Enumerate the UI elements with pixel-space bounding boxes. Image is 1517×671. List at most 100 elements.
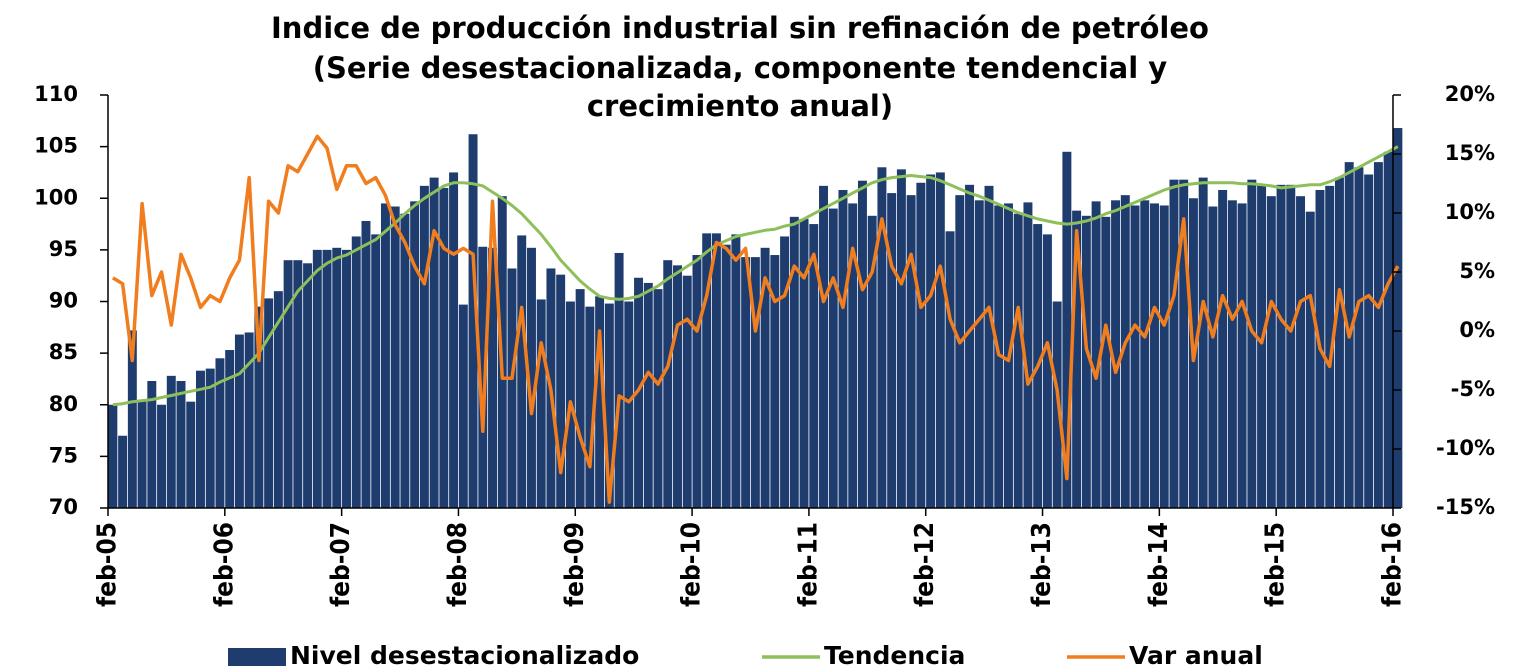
y2-tick-label: 0% xyxy=(1459,318,1495,342)
bar xyxy=(711,233,721,509)
bar xyxy=(935,172,945,508)
bar xyxy=(585,306,595,508)
bar xyxy=(994,205,1004,509)
bar xyxy=(653,289,663,508)
bar xyxy=(283,260,293,508)
bar xyxy=(196,370,205,508)
chart-title: (Serie desestacionalizada, componente te… xyxy=(313,51,1167,85)
bar xyxy=(731,234,741,508)
bar xyxy=(186,401,196,508)
bar xyxy=(526,247,536,508)
bar xyxy=(1042,234,1052,508)
bar xyxy=(488,247,498,508)
bar xyxy=(536,299,546,508)
bar xyxy=(215,358,225,508)
bar xyxy=(799,218,809,508)
y-tick-label: 70 xyxy=(49,495,78,519)
bar xyxy=(517,235,527,509)
bar xyxy=(1179,179,1189,509)
bar xyxy=(867,215,877,509)
bar xyxy=(1266,196,1276,508)
bar xyxy=(234,334,244,508)
bar xyxy=(166,375,176,508)
bar xyxy=(1364,174,1374,508)
bar xyxy=(478,246,488,508)
x-tick-label: feb-10 xyxy=(677,522,707,607)
bar xyxy=(273,291,283,508)
bar xyxy=(692,255,702,508)
bar xyxy=(1013,213,1023,509)
legend-label: Var anual xyxy=(1129,641,1263,670)
bar xyxy=(419,185,429,509)
bar xyxy=(857,180,867,508)
bar xyxy=(575,289,585,508)
bar xyxy=(449,172,459,508)
bar xyxy=(1062,151,1072,508)
bar xyxy=(1383,151,1393,508)
bar xyxy=(468,134,478,509)
bar xyxy=(225,350,235,508)
bar xyxy=(604,303,614,508)
bar xyxy=(400,213,410,509)
bar xyxy=(1208,206,1218,508)
bar xyxy=(556,274,566,508)
legend-label: Nivel desestacionalizado xyxy=(290,641,639,670)
bar xyxy=(741,257,751,508)
bar xyxy=(896,169,906,508)
bar xyxy=(507,268,517,508)
bar xyxy=(887,193,897,508)
bar xyxy=(906,195,916,508)
y2-tick-label: -15% xyxy=(1436,495,1495,519)
bar xyxy=(614,252,624,508)
y2-tick-label: 5% xyxy=(1459,259,1495,283)
bar xyxy=(1140,200,1150,508)
bar xyxy=(1130,205,1140,509)
bar xyxy=(118,435,128,508)
bar xyxy=(1072,210,1082,508)
y2-tick-label: 20% xyxy=(1445,82,1495,106)
bar xyxy=(303,263,313,508)
bar xyxy=(137,399,147,508)
bar xyxy=(1218,189,1228,509)
bar xyxy=(244,332,254,508)
bar xyxy=(351,236,361,508)
bar xyxy=(380,203,390,508)
bar xyxy=(157,404,167,508)
bar xyxy=(877,167,887,508)
bar xyxy=(702,233,712,509)
bar xyxy=(760,247,770,508)
y2-tick-label: -10% xyxy=(1436,436,1495,460)
bar xyxy=(1081,215,1091,509)
bar xyxy=(595,296,605,508)
bar xyxy=(828,208,838,508)
bar xyxy=(838,189,848,509)
x-tick-label: feb-05 xyxy=(93,522,123,607)
bar xyxy=(634,277,644,508)
bar xyxy=(682,275,692,508)
chart-title: Indice de producción industrial sin refi… xyxy=(271,11,1209,45)
bar xyxy=(1101,216,1111,508)
bar xyxy=(1276,184,1286,508)
y-tick-label: 110 xyxy=(34,82,78,106)
x-tick-label: feb-16 xyxy=(1378,522,1408,607)
bar xyxy=(342,249,351,508)
bar xyxy=(1393,128,1403,509)
y-tick-label: 95 xyxy=(49,237,78,261)
bar xyxy=(916,182,926,508)
bar xyxy=(926,174,936,508)
bar xyxy=(819,185,828,509)
bar xyxy=(663,260,673,508)
x-tick-label: feb-12 xyxy=(910,522,940,607)
bar xyxy=(1257,184,1267,508)
bar xyxy=(780,236,790,508)
bar xyxy=(254,306,264,508)
bar xyxy=(293,260,303,508)
legend-label: Tendencia xyxy=(824,641,965,670)
x-tick-label: feb-07 xyxy=(326,522,356,607)
bar xyxy=(429,177,439,508)
x-tick-label: feb-09 xyxy=(560,522,590,607)
bar xyxy=(1325,185,1335,509)
y2-tick-label: 10% xyxy=(1445,200,1495,224)
bar xyxy=(439,187,449,509)
